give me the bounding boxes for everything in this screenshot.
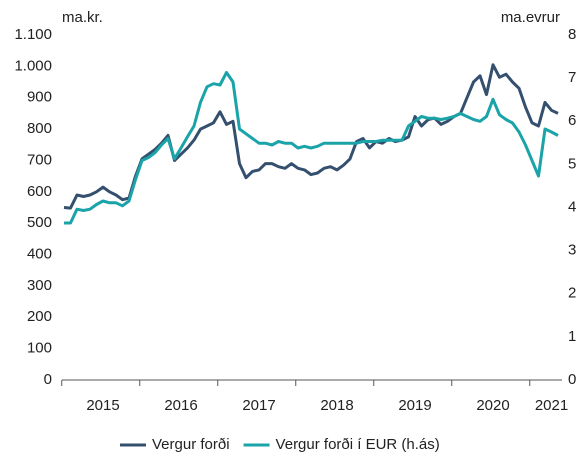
y2-tick-label: 3 — [568, 242, 576, 259]
y2-tick-label: 4 — [568, 198, 576, 215]
legend-label: Vergur forði í EUR (h.ás) — [276, 436, 440, 453]
y-tick-label: 700 — [27, 151, 52, 168]
legend-label: Vergur forði — [152, 436, 230, 453]
y2-tick-label: 2 — [568, 285, 576, 302]
y-tick-label: 200 — [27, 308, 52, 325]
x-tick-label: 2021 — [535, 397, 568, 414]
y-tick-label: 600 — [27, 183, 52, 200]
y2-tick-label: 7 — [568, 69, 576, 86]
y-tick-label: 1.100 — [14, 26, 52, 43]
x-tick-label: 2016 — [164, 397, 197, 414]
x-tick-label: 2018 — [320, 397, 353, 414]
x-tick-label: 2019 — [398, 397, 431, 414]
y-tick-label: 800 — [27, 120, 52, 137]
y2-tick-label: 1 — [568, 328, 576, 345]
series-line — [63, 63, 559, 210]
y-axis-label: ma.kr. — [62, 9, 103, 26]
y2-tick-label: 6 — [568, 112, 576, 129]
y2-tick-label: 8 — [568, 26, 576, 43]
x-tick-label: 2017 — [242, 397, 275, 414]
y-tick-label: 900 — [27, 89, 52, 106]
y-tick-label: 400 — [27, 246, 52, 263]
y-tick-label: 1.000 — [14, 57, 52, 74]
y2-axis-label: ma.evrur — [501, 9, 560, 26]
y-tick-label: 0 — [44, 371, 52, 388]
y2-tick-label: 0 — [568, 371, 576, 388]
series-line — [64, 71, 559, 225]
y2-tick-label: 5 — [568, 155, 576, 172]
y-tick-label: 300 — [27, 277, 52, 294]
x-tick-label: 2020 — [476, 397, 509, 414]
y-tick-label: 100 — [27, 340, 52, 357]
y-tick-label: 500 — [27, 214, 52, 231]
x-tick-label: 2015 — [86, 397, 119, 414]
